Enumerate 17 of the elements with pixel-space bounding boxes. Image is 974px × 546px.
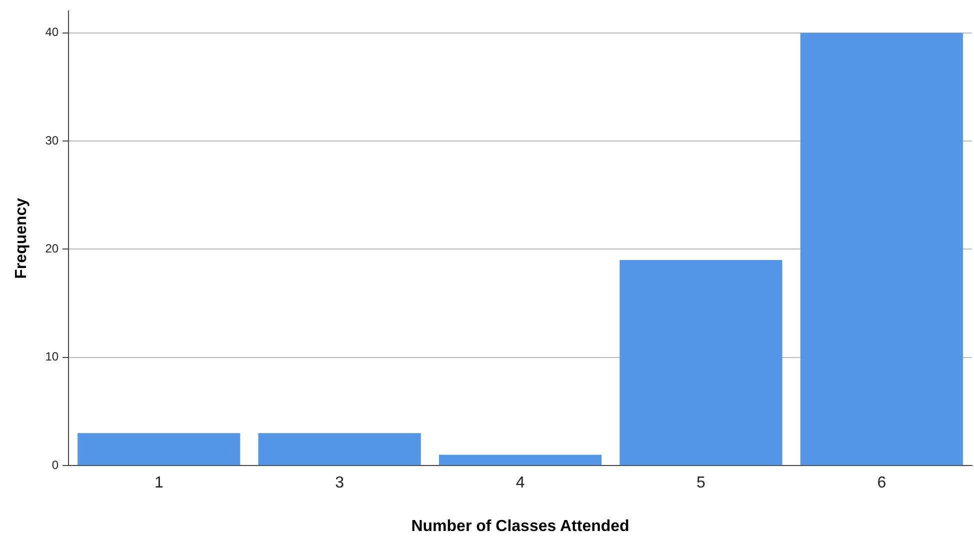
y-axis-title: Frequency (13, 198, 30, 279)
bar (620, 260, 782, 466)
y-tick-label: 10 (45, 350, 59, 364)
y-tick-label: 40 (45, 25, 59, 40)
bar (78, 433, 240, 466)
x-tick-label: 1 (154, 474, 164, 492)
x-tick-label: 6 (877, 474, 886, 492)
x-tick-label: 5 (696, 474, 706, 492)
x-tick-label: 3 (335, 474, 344, 492)
x-tick-label: 4 (516, 474, 525, 492)
x-axis-title: Number of Classes Attended (411, 518, 630, 535)
bar (438, 454, 602, 466)
y-tick-label: 30 (45, 133, 59, 148)
y-tick-label: 0 (52, 458, 59, 472)
bar (258, 433, 421, 466)
bar (800, 32, 963, 466)
y-tick-label: 20 (45, 242, 59, 256)
